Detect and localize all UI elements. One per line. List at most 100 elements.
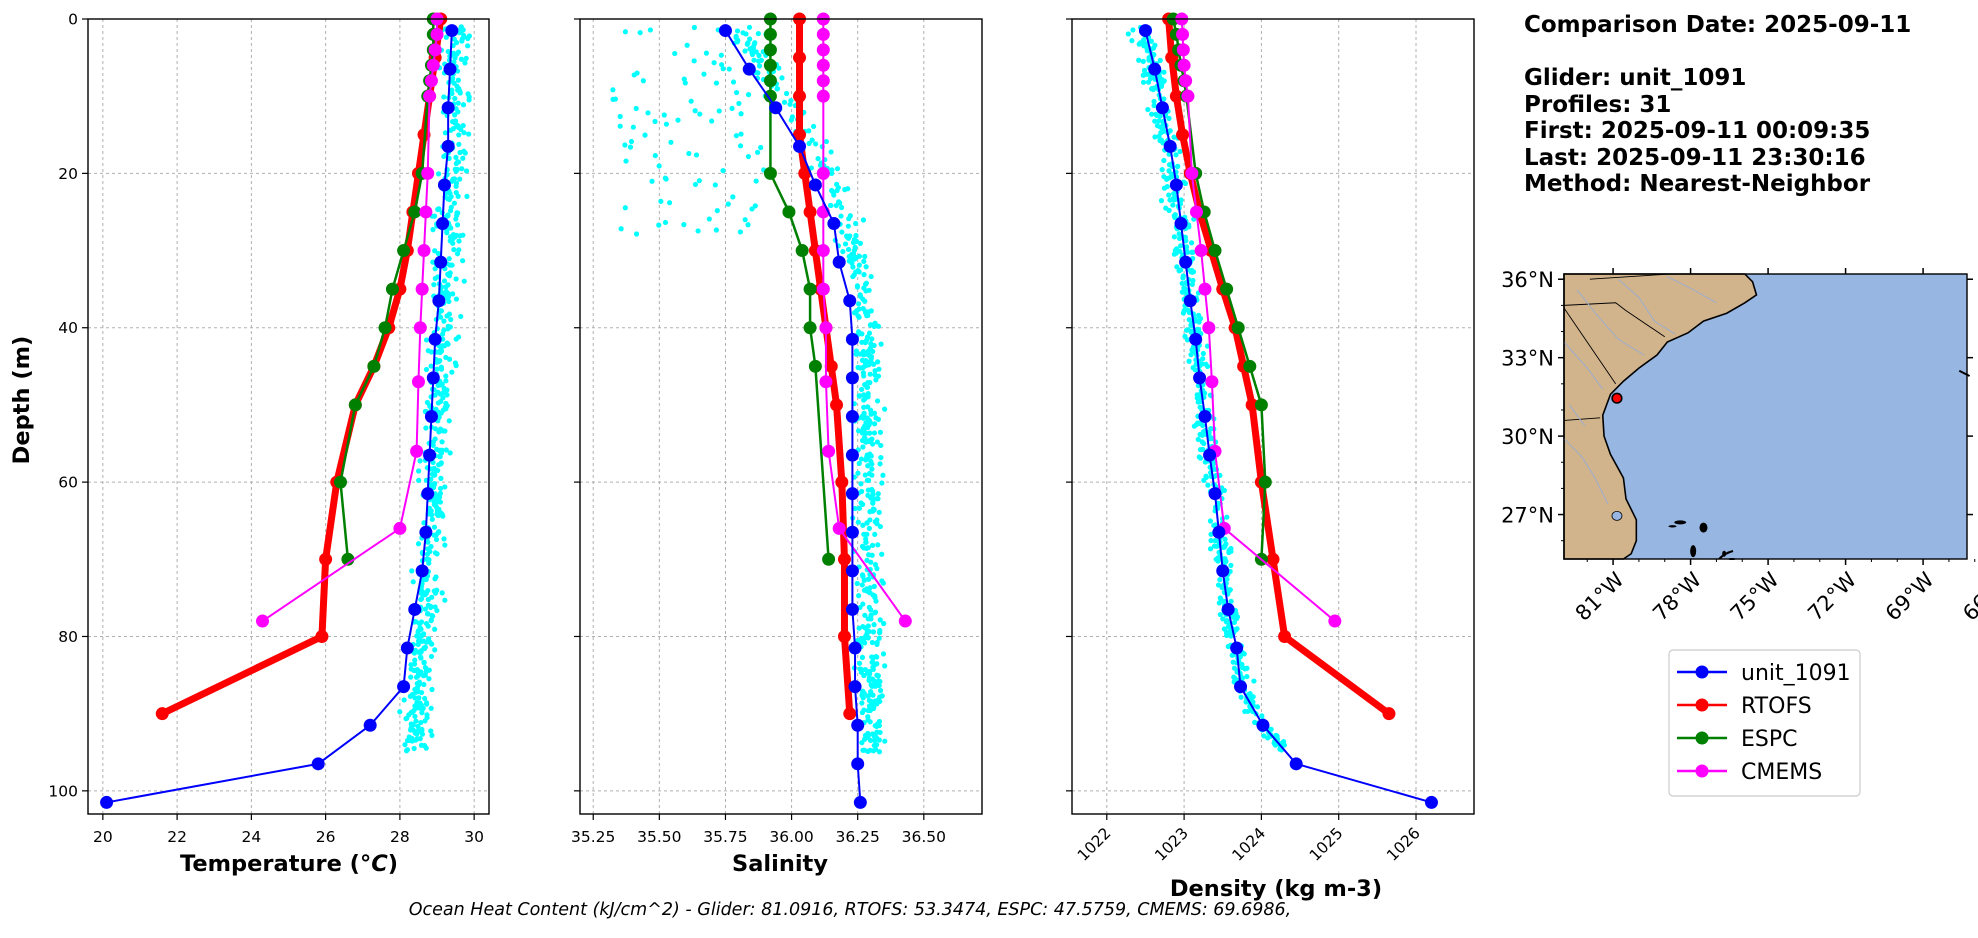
profile-point: [416, 477, 422, 483]
profile-point: [858, 456, 865, 462]
profile-point: [450, 75, 456, 82]
profile-point: [861, 587, 868, 593]
profile-point: [857, 240, 863, 246]
profile-point: [418, 596, 425, 602]
profile-point: [466, 97, 472, 103]
profile-point: [725, 201, 731, 207]
profile-point: [442, 542, 448, 548]
profile-point: [880, 651, 887, 657]
cmems-marker: [417, 244, 431, 258]
profile-point: [753, 49, 759, 55]
profile-point: [1234, 626, 1240, 632]
lon-label: 78°W: [1648, 567, 1706, 625]
legend-label: CMEMS: [1741, 760, 1822, 785]
profile-point: [852, 505, 858, 512]
unit-1091-marker: [808, 178, 822, 192]
profile-point: [860, 444, 866, 450]
first-time: First: 2025-09-11 00:09:35: [1524, 118, 1871, 144]
rtofs-marker: [803, 205, 817, 219]
profile-point: [860, 425, 866, 432]
profile-point: [417, 458, 423, 464]
map-frame: [1563, 273, 1968, 560]
profile-point: [859, 331, 865, 337]
profile-point: [397, 709, 403, 715]
profile-point: [733, 133, 739, 139]
profile-point: [743, 31, 749, 37]
profile-point: [1152, 134, 1158, 140]
profile-point: [869, 336, 875, 342]
profile-point: [428, 363, 434, 369]
profile-point: [411, 745, 417, 752]
lon-label: 75°W: [1726, 567, 1784, 625]
profile-point: [430, 484, 437, 490]
profile-point: [823, 138, 830, 145]
profile-point: [458, 313, 464, 320]
profile-point: [872, 519, 878, 525]
profile-point: [865, 487, 871, 493]
profile-point: [864, 452, 870, 458]
profile-point: [459, 166, 465, 172]
unit-1091-marker: [827, 217, 841, 231]
profile-point: [861, 690, 867, 696]
lon-label: 69°W: [1881, 567, 1939, 625]
profile-point: [1161, 69, 1167, 75]
unit-1091-marker: [1189, 332, 1203, 346]
profile-point: [860, 573, 866, 579]
profile-point: [877, 729, 883, 736]
profile-point: [453, 276, 459, 282]
legend-label: RTOFS: [1741, 694, 1812, 719]
profile-point: [870, 629, 877, 635]
profile-point: [449, 90, 455, 97]
profile-point: [438, 475, 444, 481]
glider-name: Glider: unit_1091: [1524, 65, 1747, 91]
profile-point: [693, 152, 700, 158]
profile-point: [834, 181, 840, 187]
profile-point: [867, 345, 873, 351]
profile-point: [443, 447, 449, 453]
profile-point: [622, 29, 629, 35]
profile-point: [1190, 277, 1196, 284]
profile-point: [873, 699, 879, 705]
profile-point: [455, 210, 461, 216]
profile-point: [422, 695, 428, 702]
profile-point: [453, 183, 459, 189]
profile-point: [1140, 79, 1147, 85]
profile-point: [1242, 666, 1248, 672]
profile-point: [412, 647, 419, 653]
profile-point: [856, 393, 863, 399]
info-block: Comparison Date: 2025-09-11 Glider: unit…: [1524, 12, 1911, 198]
profile-point: [855, 313, 861, 319]
profile-point: [432, 626, 438, 632]
profile-point: [618, 226, 624, 232]
profile-point: [850, 251, 857, 257]
profile-point: [875, 496, 881, 502]
profile-point: [425, 546, 431, 552]
unit-1091-marker: [1174, 217, 1188, 231]
profile-point: [451, 247, 457, 253]
rtofs-marker: [1176, 128, 1190, 142]
profile-point: [415, 641, 421, 648]
profile-point: [637, 30, 643, 36]
profile-point: [443, 34, 449, 40]
cmems-marker: [1177, 58, 1191, 72]
profile-point: [742, 48, 748, 54]
cmems-marker: [1194, 244, 1208, 258]
profile-point: [645, 110, 651, 116]
profile-point: [878, 442, 884, 449]
profile-point: [1204, 343, 1211, 349]
profile-point: [1223, 619, 1229, 625]
island: [1674, 520, 1687, 525]
cmems-marker: [816, 166, 830, 180]
profile-point: [1244, 673, 1250, 680]
unit-1091-marker: [1212, 525, 1226, 539]
legend-entry: RTOFS: [1677, 694, 1812, 719]
unit-1091-marker: [421, 487, 435, 501]
x-tick-label: 36.25: [836, 828, 880, 846]
rtofs-marker: [315, 629, 329, 643]
profile-point: [1200, 429, 1207, 435]
profile-point: [443, 373, 449, 379]
cmems-marker: [393, 521, 407, 535]
profile-point: [455, 77, 461, 83]
profile-point: [868, 607, 874, 613]
profile-point: [446, 418, 452, 424]
